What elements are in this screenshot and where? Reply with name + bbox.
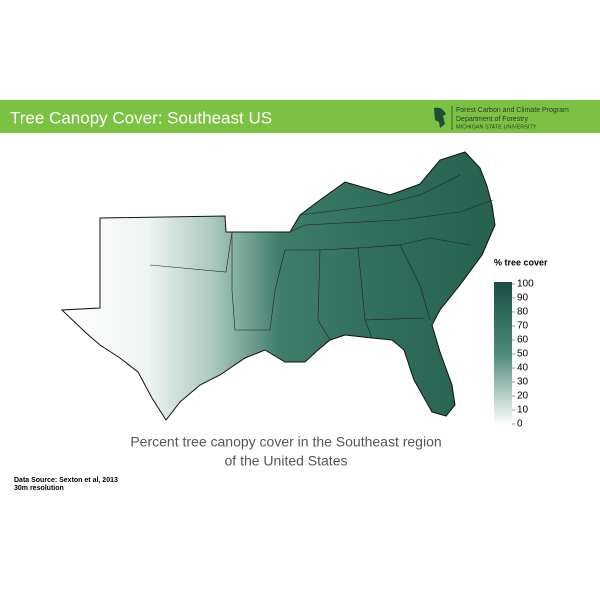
legend-tick-label: 80 bbox=[517, 307, 529, 318]
source-line: 30m resolution bbox=[14, 485, 64, 492]
source-line: Data Source: Sexton et al, 2013 bbox=[14, 477, 118, 484]
legend-tick-label: 70 bbox=[517, 321, 529, 332]
legend-tick-label: 60 bbox=[517, 335, 529, 346]
logo: Forest Carbon and Climate Program Depart… bbox=[434, 106, 569, 130]
logo-icon bbox=[434, 107, 446, 128]
legend-tick-label: 10 bbox=[517, 405, 529, 416]
legend-tick-label: 0 bbox=[517, 419, 523, 430]
legend-tick-label: 20 bbox=[517, 391, 529, 402]
legend-colorbar bbox=[494, 282, 512, 425]
region-outline bbox=[60, 151, 496, 421]
legend-title: % tree cover bbox=[494, 257, 548, 267]
logo-line: MICHIGAN STATE UNIVERSITY bbox=[456, 124, 537, 130]
legend-tick-label: 30 bbox=[517, 377, 529, 388]
legend-tick-label: 90 bbox=[517, 293, 529, 304]
legend-tick-label: 50 bbox=[517, 349, 529, 360]
caption-line: Percent tree canopy cover in the Southea… bbox=[130, 434, 441, 450]
logo-line: Department of Forestry bbox=[456, 116, 528, 123]
header-banner bbox=[0, 100, 600, 133]
header-title: Tree Canopy Cover: Southeast US bbox=[10, 108, 272, 127]
legend-tick-label: 40 bbox=[517, 363, 529, 374]
logo-line: Forest Carbon and Climate Program bbox=[456, 107, 569, 114]
caption-line: of the United States bbox=[225, 453, 348, 469]
legend-tick-label: 100 bbox=[517, 279, 534, 290]
map bbox=[60, 151, 496, 421]
state-borders bbox=[149, 174, 494, 341]
